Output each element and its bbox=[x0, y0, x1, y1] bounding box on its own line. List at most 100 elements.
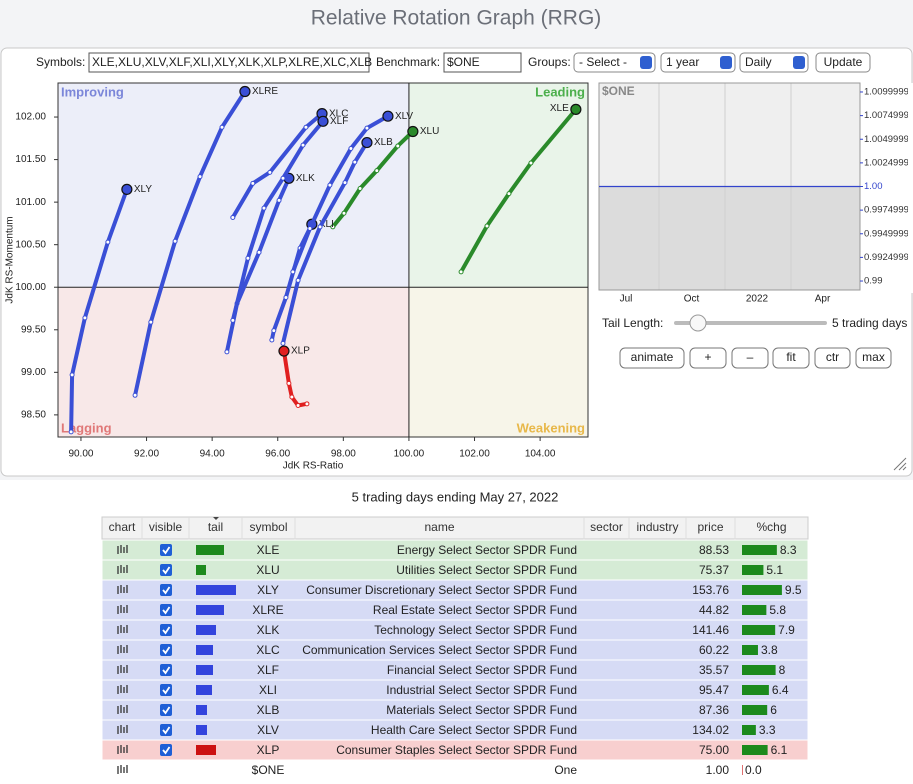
tail-point[interactable] bbox=[148, 319, 154, 325]
head-point[interactable] bbox=[407, 125, 419, 138]
chart-icon[interactable] bbox=[117, 625, 128, 634]
y-tick-label: 99.00 bbox=[21, 367, 46, 378]
tail-point[interactable] bbox=[105, 239, 111, 245]
symbol: XLF bbox=[257, 663, 279, 677]
tail-point[interactable] bbox=[484, 223, 490, 229]
tail-point[interactable] bbox=[348, 146, 354, 152]
tail-point[interactable] bbox=[374, 168, 380, 174]
tail-point[interactable] bbox=[230, 317, 236, 323]
head-point[interactable] bbox=[382, 110, 394, 122]
chart-icon[interactable] bbox=[117, 565, 128, 574]
chart-icon[interactable] bbox=[117, 765, 128, 774]
tail-line bbox=[133, 89, 247, 398]
select-arrow bbox=[720, 56, 732, 69]
button[interactable] bbox=[814, 347, 851, 369]
head-point[interactable] bbox=[361, 136, 373, 149]
tail-point[interactable] bbox=[342, 180, 348, 186]
benchmark-input[interactable] bbox=[443, 52, 522, 73]
select[interactable] bbox=[739, 52, 809, 73]
tail-point[interactable] bbox=[250, 180, 256, 186]
visible-checkbox[interactable] bbox=[160, 744, 172, 756]
tail-point[interactable] bbox=[219, 124, 225, 130]
tail-point[interactable] bbox=[304, 401, 310, 407]
visible-checkbox[interactable] bbox=[160, 704, 172, 716]
tail-point[interactable] bbox=[69, 372, 75, 378]
visible-checkbox[interactable] bbox=[160, 604, 172, 616]
button[interactable] bbox=[855, 347, 892, 369]
update-button[interactable] bbox=[815, 52, 871, 73]
chart-icon[interactable] bbox=[117, 585, 128, 594]
tail-point[interactable] bbox=[295, 277, 301, 283]
select[interactable] bbox=[660, 52, 736, 73]
tail-point[interactable] bbox=[82, 315, 88, 321]
tail-point[interactable] bbox=[245, 255, 251, 261]
tail-point[interactable] bbox=[261, 205, 267, 211]
head-point[interactable] bbox=[317, 115, 329, 127]
tail-point[interactable] bbox=[280, 175, 286, 181]
visible-checkbox[interactable] bbox=[160, 584, 172, 596]
head-point[interactable] bbox=[570, 103, 582, 115]
tail-point[interactable] bbox=[197, 174, 203, 180]
slider-knob[interactable] bbox=[689, 314, 707, 332]
tail-point[interactable] bbox=[327, 182, 333, 188]
chart-icon[interactable] bbox=[117, 685, 128, 694]
chart-icon[interactable] bbox=[117, 645, 128, 654]
tail-point[interactable] bbox=[295, 403, 301, 409]
tail-point[interactable] bbox=[224, 349, 230, 355]
chart-icon[interactable] bbox=[117, 665, 128, 674]
tail-point[interactable] bbox=[528, 160, 534, 166]
tail-point[interactable] bbox=[283, 294, 289, 300]
chart-icon[interactable] bbox=[117, 745, 128, 754]
tail-point[interactable] bbox=[68, 429, 74, 435]
tail-point[interactable] bbox=[364, 125, 370, 131]
tail-point[interactable] bbox=[271, 328, 277, 334]
tail-point[interactable] bbox=[286, 380, 292, 386]
chg-bar bbox=[742, 725, 756, 735]
visible-checkbox[interactable] bbox=[160, 664, 172, 676]
symbols-input[interactable] bbox=[88, 52, 370, 73]
button[interactable] bbox=[772, 347, 810, 369]
tail-point[interactable] bbox=[317, 224, 323, 230]
tail-point[interactable] bbox=[256, 249, 262, 255]
visible-checkbox[interactable] bbox=[160, 624, 172, 636]
tail-point[interactable] bbox=[357, 186, 363, 192]
chart-icon[interactable] bbox=[117, 605, 128, 614]
tail-point[interactable] bbox=[300, 142, 306, 148]
series-label: XLV bbox=[395, 111, 413, 122]
column-header: sector bbox=[590, 520, 623, 534]
tail-point[interactable] bbox=[330, 224, 336, 230]
head-point[interactable] bbox=[121, 183, 133, 195]
visible-checkbox[interactable] bbox=[160, 544, 172, 556]
tail-point[interactable] bbox=[276, 197, 282, 203]
chart-icon[interactable] bbox=[117, 545, 128, 554]
visible-checkbox[interactable] bbox=[160, 684, 172, 696]
tail-point[interactable] bbox=[395, 143, 401, 149]
tail-point[interactable] bbox=[280, 340, 286, 346]
visible-checkbox[interactable] bbox=[160, 644, 172, 656]
tail-point[interactable] bbox=[267, 169, 273, 175]
tail-point[interactable] bbox=[132, 392, 138, 398]
visible-checkbox[interactable] bbox=[160, 564, 172, 576]
visible-checkbox[interactable] bbox=[160, 724, 172, 736]
tail-point[interactable] bbox=[290, 269, 296, 275]
button[interactable] bbox=[731, 347, 769, 369]
tail-point[interactable] bbox=[289, 394, 295, 400]
tail-point[interactable] bbox=[230, 214, 236, 220]
tail-point[interactable] bbox=[458, 269, 464, 275]
tail-point[interactable] bbox=[352, 159, 358, 165]
chart-icon[interactable] bbox=[117, 725, 128, 734]
chart-icon[interactable] bbox=[117, 705, 128, 714]
tail-point[interactable] bbox=[307, 226, 313, 232]
tail-point[interactable] bbox=[269, 337, 275, 343]
tail-point[interactable] bbox=[172, 238, 178, 244]
tail-point[interactable] bbox=[303, 124, 309, 130]
tail-point[interactable] bbox=[506, 191, 512, 197]
chg-value: 6 bbox=[770, 703, 777, 717]
select[interactable] bbox=[573, 52, 656, 73]
button[interactable] bbox=[619, 347, 685, 369]
button[interactable] bbox=[689, 347, 727, 369]
check bbox=[162, 666, 171, 675]
tail-point[interactable] bbox=[341, 210, 347, 216]
head-point[interactable] bbox=[278, 345, 290, 357]
head-point[interactable] bbox=[239, 85, 251, 98]
